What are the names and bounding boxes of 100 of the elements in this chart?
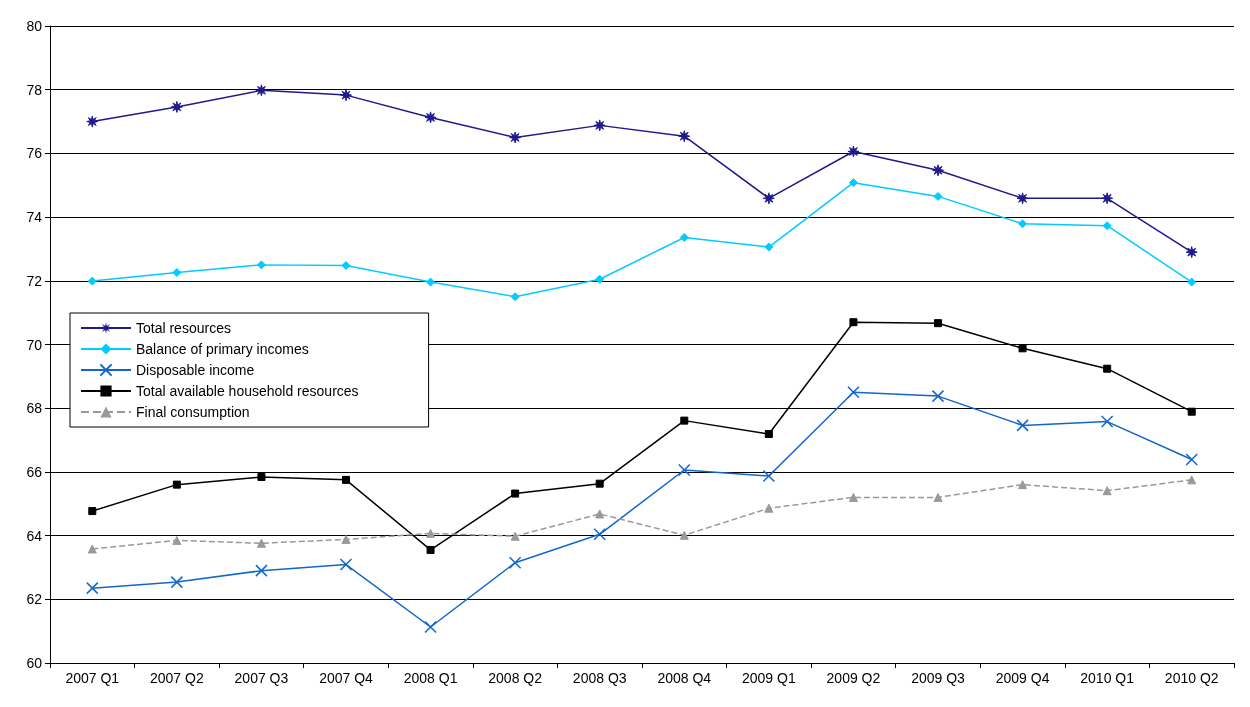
point: [341, 261, 351, 271]
point: [426, 545, 435, 554]
point: [1018, 344, 1027, 353]
point: [510, 292, 520, 302]
point: [86, 581, 99, 595]
point: [1018, 219, 1028, 229]
point: [511, 489, 520, 498]
x-tick-label: 2007 Q1: [65, 670, 120, 686]
point: [172, 535, 182, 545]
point: [86, 115, 99, 128]
point: [678, 130, 691, 143]
point: [762, 192, 775, 205]
point: [88, 507, 97, 516]
point: [424, 111, 437, 124]
point: [593, 119, 606, 132]
point: [426, 277, 436, 287]
point: [1103, 364, 1112, 373]
y-tick-label: 74: [26, 209, 43, 226]
x-tick-label: 2008 Q4: [657, 670, 712, 686]
point: [848, 178, 858, 188]
point: [931, 389, 945, 403]
y-tick-label: 70: [26, 336, 43, 353]
legend-label: Total resources: [136, 320, 231, 336]
point: [424, 620, 437, 634]
y-tick-label: 66: [26, 463, 43, 480]
point: [257, 473, 266, 481]
point: [848, 492, 858, 502]
point: [172, 268, 182, 278]
x-tick-label: 2009 Q1: [742, 670, 796, 686]
point: [1187, 475, 1197, 485]
point: [1102, 221, 1112, 231]
x-tick-label: 2009 Q4: [995, 670, 1050, 686]
point: [678, 463, 691, 477]
point: [341, 534, 351, 544]
point: [595, 509, 605, 519]
y-tick-label: 68: [26, 400, 43, 417]
point: [764, 430, 773, 438]
point: [764, 503, 774, 513]
point: [170, 100, 183, 113]
point: [1016, 419, 1029, 432]
x-tick-label: 2008 Q1: [403, 670, 458, 686]
y-tick-label: 60: [26, 655, 43, 671]
point: [1100, 415, 1114, 428]
point: [342, 475, 350, 484]
point: [934, 319, 942, 328]
x-tick-label: 2008 Q3: [572, 670, 627, 686]
point: [847, 145, 860, 158]
point: [1185, 246, 1198, 259]
point: [680, 416, 689, 425]
point: [256, 538, 266, 548]
point: [679, 232, 689, 242]
point: [933, 492, 943, 502]
point: [1018, 480, 1028, 490]
point: [1185, 453, 1198, 466]
point: [933, 191, 943, 201]
point: [764, 242, 774, 252]
point: [847, 386, 860, 399]
y-tick-label: 80: [26, 18, 43, 34]
point: [762, 469, 776, 483]
point: [1101, 192, 1114, 205]
legend-label: Disposable income: [136, 362, 255, 378]
point: [172, 480, 181, 489]
x-tick-label: 2008 Q2: [488, 670, 543, 686]
y-tick-label: 64: [26, 527, 43, 544]
point: [593, 528, 606, 541]
x-tick-label: 2007 Q3: [234, 670, 289, 686]
point: [932, 164, 944, 177]
y-tick-label: 78: [26, 81, 43, 98]
point: [1102, 486, 1112, 496]
point: [510, 531, 520, 541]
point: [170, 575, 184, 589]
point: [87, 544, 97, 554]
point: [1187, 407, 1196, 416]
point: [426, 528, 436, 538]
x-tick-label: 2007 Q2: [150, 670, 204, 686]
point: [849, 318, 858, 327]
x-tick-label: 2010 Q2: [1164, 670, 1219, 686]
point: [1016, 192, 1029, 205]
point: [340, 89, 352, 102]
point: [256, 260, 266, 270]
legend-label: Balance of primary incomes: [136, 341, 309, 357]
point: [255, 564, 268, 577]
x-tick-label: 2010 Q1: [1080, 670, 1135, 686]
point: [339, 558, 353, 571]
point: [255, 84, 268, 97]
point: [595, 274, 605, 284]
x-tick-label: 2009 Q3: [911, 670, 966, 686]
y-tick-label: 62: [26, 591, 43, 608]
point: [1187, 277, 1197, 287]
x-tick-label: 2007 Q4: [319, 670, 374, 686]
point: [595, 479, 604, 488]
point: [679, 530, 689, 540]
x-tick-label: 2009 Q2: [826, 670, 881, 686]
point: [87, 276, 97, 286]
legend-label: Final consumption: [136, 404, 250, 420]
legend-label: Total available household resources: [136, 383, 359, 399]
y-tick-label: 72: [26, 272, 43, 289]
point: [509, 131, 522, 144]
point: [508, 556, 522, 569]
y-tick-label: 76: [26, 145, 43, 162]
